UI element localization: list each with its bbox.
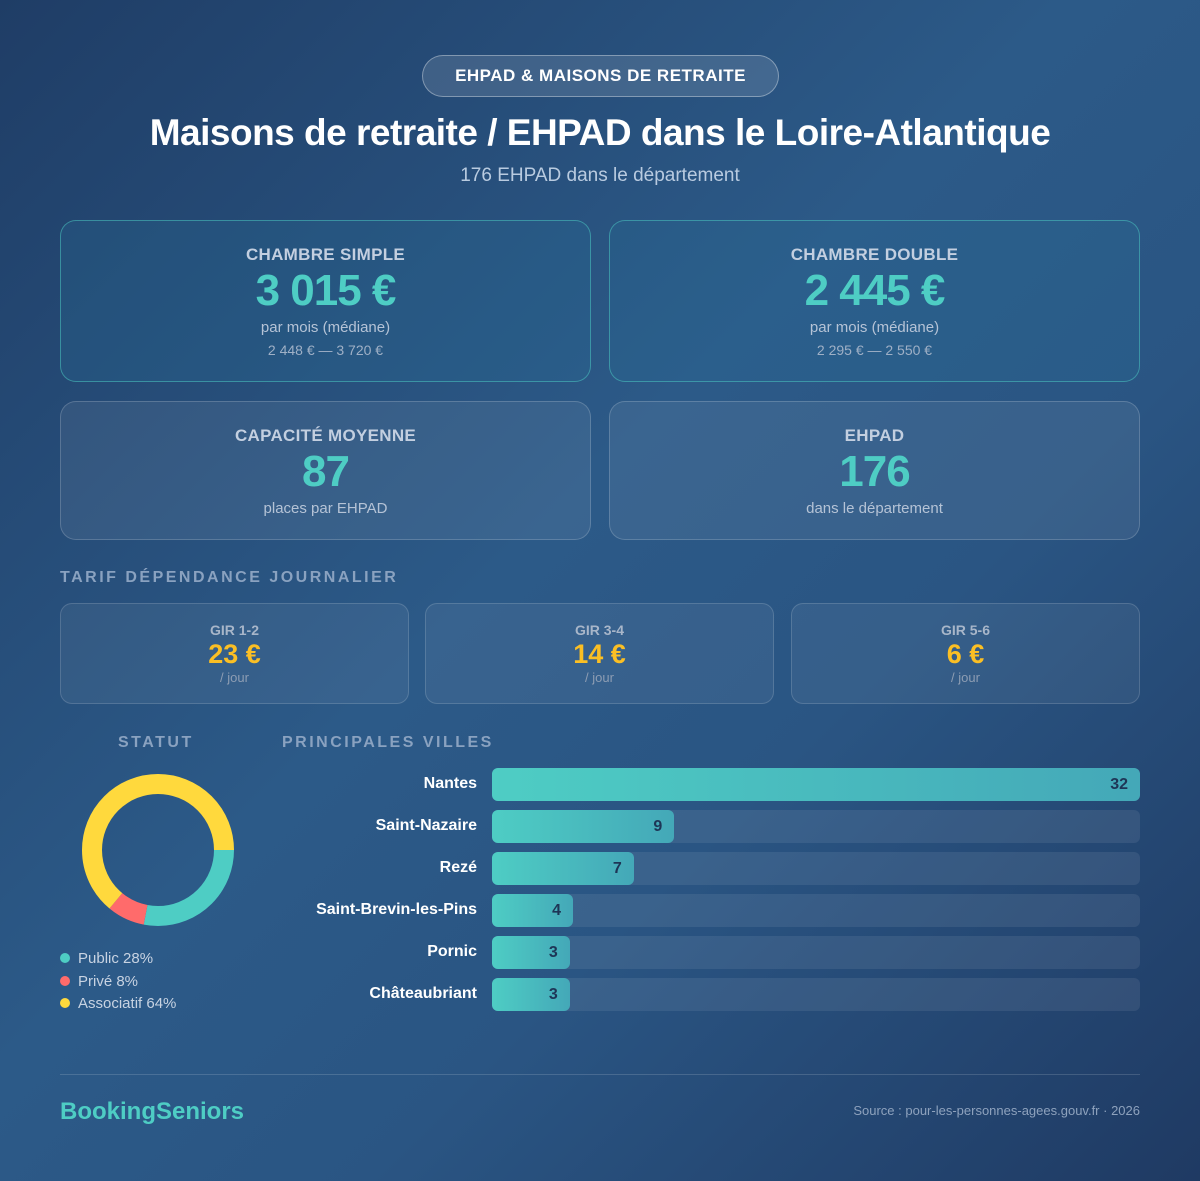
city-bar-track: 3 xyxy=(492,936,1140,969)
legend-label: Public 28% xyxy=(78,950,154,967)
city-count: 7 xyxy=(612,860,622,877)
gir-unit: / jour xyxy=(585,670,614,685)
city-name: Rezé xyxy=(439,859,477,876)
legend-item-prive: Privé 8% xyxy=(60,971,176,994)
brand-logo: BookingSeniors xyxy=(60,1098,245,1125)
city-name: Châteaubriant xyxy=(369,985,477,1002)
city-bar-track: 9 xyxy=(492,810,1140,843)
villes-title: PRINCIPALES VILLES xyxy=(282,734,494,751)
legend-item-public: Public 28% xyxy=(60,948,176,971)
city-row: Nantes 32 xyxy=(280,768,1140,801)
gir-label: GIR 5-6 xyxy=(940,622,990,638)
legend-dot xyxy=(60,953,70,963)
page-title: Maisons de retraite / EHPAD dans le Loir… xyxy=(149,112,1051,153)
card-chambre-simple: CHAMBRE SIMPLE 3 015 € par mois (médiane… xyxy=(60,220,591,382)
city-bar: 9 xyxy=(492,810,675,843)
gir-unit: / jour xyxy=(220,670,249,685)
card-value: 87 xyxy=(302,447,350,496)
card-unit: par mois (médiane) xyxy=(809,319,940,336)
card-unit: par mois (médiane) xyxy=(260,319,391,336)
card-label: CHAMBRE SIMPLE xyxy=(245,245,406,264)
card-value: 2 445 € xyxy=(804,266,946,315)
card-unit: places par EHPAD xyxy=(263,500,388,517)
city-row: Rezé 7 xyxy=(280,852,1140,885)
city-name: Saint-Nazaire xyxy=(375,817,477,834)
city-count: 32 xyxy=(1110,776,1128,793)
card-range: 2 448 € — 3 720 € xyxy=(267,342,384,358)
city-bar-track: 7 xyxy=(492,852,1140,885)
city-bar: 4 xyxy=(492,894,573,927)
gir-card: GIR 1-2 23 € / jour xyxy=(60,603,409,704)
card-label: CHAMBRE DOUBLE xyxy=(790,245,959,264)
source-text: Source : pour-les-personnes-agees.gouv.f… xyxy=(853,1103,1140,1118)
card-range: 2 295 € — 2 550 € xyxy=(816,342,933,358)
gir-label: GIR 3-4 xyxy=(574,622,624,638)
legend-dot xyxy=(60,975,70,986)
gir-value: 23 € xyxy=(208,639,261,669)
legend-item-associatif: Associatif 64% xyxy=(60,993,176,1016)
gir-card: GIR 3-4 14 € / jour xyxy=(425,603,774,704)
card-label: EHPAD xyxy=(844,426,905,445)
gir-card: GIR 5-6 6 € / jour xyxy=(791,603,1140,704)
city-bar-track: 4 xyxy=(492,894,1140,927)
card-chambre-double: CHAMBRE DOUBLE 2 445 € par mois (médiane… xyxy=(609,220,1140,382)
legend-label: Privé 8% xyxy=(78,972,139,990)
city-row: Saint-Nazaire 9 xyxy=(280,810,1140,843)
city-bar: 3 xyxy=(492,936,570,969)
city-count: 3 xyxy=(548,944,558,961)
card-ehpad-count: EHPAD 176 dans le département xyxy=(609,401,1140,540)
donut-slice xyxy=(82,774,234,926)
gir-label: GIR 1-2 xyxy=(209,622,259,638)
gir-value: 6 € xyxy=(946,639,985,669)
card-capacite: CAPACITÉ MOYENNE 87 places par EHPAD xyxy=(60,401,591,540)
city-row: Pornic 3 xyxy=(280,936,1140,969)
card-unit: dans le département xyxy=(806,500,943,517)
gir-value: 14 € xyxy=(573,639,626,669)
statut-donut-chart xyxy=(82,774,234,926)
city-bar: 32 xyxy=(492,768,1140,801)
card-value: 3 015 € xyxy=(255,266,397,315)
legend-dot xyxy=(60,998,70,1008)
tarif-section-title: TARIF DÉPENDANCE JOURNALIER xyxy=(60,569,399,586)
city-bar-track: 3 xyxy=(492,978,1140,1011)
city-row: Saint-Brevin-les-Pins 4 xyxy=(280,894,1140,927)
city-bar-track: 32 xyxy=(492,768,1140,801)
city-name: Nantes xyxy=(423,775,477,792)
city-count: 9 xyxy=(653,818,663,835)
city-count: 3 xyxy=(548,986,558,1003)
city-bar: 3 xyxy=(492,978,570,1011)
city-bar: 7 xyxy=(492,852,634,885)
legend-label: Associatif 64% xyxy=(78,995,177,1012)
page-subtitle: 176 EHPAD dans le département xyxy=(460,165,740,186)
statut-title: STATUT xyxy=(118,734,194,751)
city-name: Pornic xyxy=(427,943,477,960)
city-count: 4 xyxy=(552,902,561,919)
city-row: Châteaubriant 3 xyxy=(280,978,1140,1011)
statut-legend: Public 28% Privé 8% Associatif 64% xyxy=(60,948,176,1016)
city-name: Saint-Brevin-les-Pins xyxy=(316,901,477,918)
gir-unit: / jour xyxy=(951,670,980,685)
card-value: 176 xyxy=(839,447,910,496)
category-badge: EHPAD & MAISONS DE RETRAITE xyxy=(422,55,779,97)
footer-divider xyxy=(60,1074,1140,1075)
card-label: CAPACITÉ MOYENNE xyxy=(234,426,417,445)
